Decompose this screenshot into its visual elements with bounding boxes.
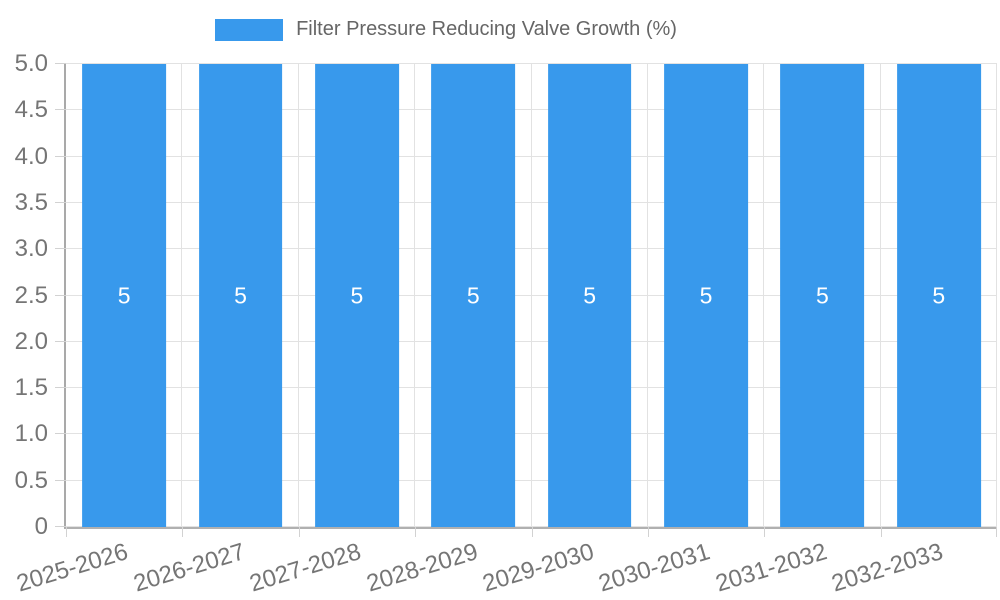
x-tick: [182, 527, 184, 537]
gridline-h: [66, 248, 997, 250]
legend-swatch: [215, 18, 284, 41]
gridline-h: [66, 63, 997, 64]
y-axis-tick-label: 5.0: [14, 50, 48, 77]
y-tick: [55, 201, 66, 203]
bar-value-label: 5: [234, 282, 247, 308]
y-tick: [55, 387, 66, 389]
bar-2032-2033[interactable]: 5: [896, 64, 981, 527]
x-axis-category-label: 2027-2028: [246, 538, 365, 598]
y-tick: [55, 109, 66, 111]
y-axis-tick-label: 0.5: [14, 466, 48, 494]
x-tick: [880, 527, 882, 537]
y-axis-tick-label: 4.0: [14, 142, 48, 170]
x-axis-category-label: 2026-2027: [130, 538, 248, 598]
y-tick: [55, 340, 66, 342]
x-axis-category-label: 2031-2032: [712, 538, 830, 598]
chart-legend: Filter Pressure Reducing Valve Growth (%…: [0, 18, 892, 41]
bar-2027-2028[interactable]: 5: [315, 64, 399, 527]
x-axis-category-label: 2028-2029: [362, 538, 481, 598]
x-tick: [415, 527, 417, 537]
x-axis-category-label: 2029-2030: [479, 538, 597, 598]
bar-2029-2030[interactable]: 5: [547, 64, 632, 527]
gridline-v: [414, 64, 416, 527]
y-tick: [55, 526, 66, 527]
y-tick: [55, 63, 66, 64]
y-axis-tick-label: 3.0: [14, 235, 48, 263]
bar-2030-2031[interactable]: 5: [664, 64, 748, 527]
gridline-v: [181, 64, 183, 527]
y-tick: [55, 433, 66, 435]
bar-value-label: 5: [932, 282, 946, 308]
y-axis-tick-label: 0: [34, 513, 48, 540]
gridline-h: [66, 109, 997, 111]
gridline-v: [297, 64, 299, 527]
x-axis-category-label: 2030-2031: [595, 538, 714, 598]
x-axis-category-label: 2032-2033: [828, 538, 947, 598]
y-tick: [55, 479, 66, 481]
x-tick: [996, 527, 997, 537]
bar-value-label: 5: [699, 282, 713, 308]
gridline-v: [530, 64, 532, 527]
gridline-h: [66, 201, 997, 203]
x-tick: [298, 527, 300, 537]
plot-area: 0 0.5 1.0 1.5 2.0 2.5 3.0 3.5 4.0 4.5 5.0 5 2025-202…: [14, 52, 997, 597]
gridline-h: [66, 155, 997, 157]
x-tick: [764, 527, 766, 537]
gridline-h: [66, 387, 997, 389]
gridline-h: [66, 479, 997, 481]
y-axis-tick-label: 1.0: [14, 420, 48, 448]
x-tick: [66, 527, 67, 537]
y-axis-tick-label: 1.5: [14, 374, 48, 402]
y-tick: [55, 248, 66, 250]
bar-2026-2027[interactable]: 5: [198, 64, 283, 527]
gridline-v: [996, 64, 997, 527]
x-tick: [531, 527, 533, 537]
bar-value-label: 5: [816, 282, 829, 308]
bar-2031-2032[interactable]: 5: [780, 64, 865, 527]
gridline-h: [66, 433, 997, 435]
x-tick: [647, 527, 649, 537]
gridline-v: [879, 64, 881, 527]
bar-value-label: 5: [117, 282, 131, 308]
gridline-v: [646, 64, 648, 527]
bar-value-label: 5: [583, 282, 597, 308]
y-axis-tick-label: 4.5: [14, 96, 48, 124]
gridline-h: [66, 340, 997, 342]
y-tick: [55, 294, 66, 296]
bar-2025-2026[interactable]: 5: [82, 64, 167, 527]
bar-value-label: 5: [350, 282, 364, 308]
y-axis-tick-label: 2.0: [14, 327, 48, 355]
y-axis-tick-label: 3.5: [14, 188, 48, 216]
legend-label: Filter Pressure Reducing Valve Growth (%…: [296, 18, 677, 40]
y-axis-tick-label: 2.5: [14, 281, 48, 309]
gridline-v: [763, 64, 765, 527]
bar-2028-2029[interactable]: 5: [431, 64, 516, 527]
gridline-h: [66, 294, 997, 296]
y-tick: [55, 155, 66, 157]
legend-item[interactable]: Filter Pressure Reducing Valve Growth (%…: [215, 18, 677, 41]
gridline-h: [66, 526, 997, 527]
bar-value-label: 5: [466, 282, 480, 308]
x-axis-category-label: 2025-2026: [13, 538, 132, 598]
